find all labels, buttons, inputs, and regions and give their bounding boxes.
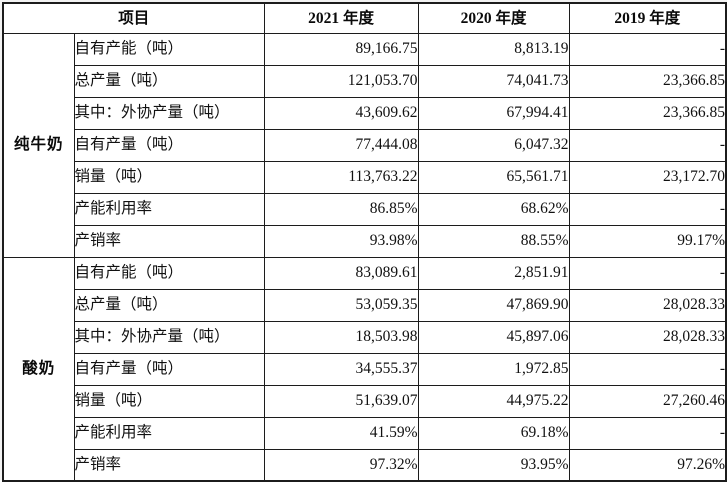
cell-value-2021: 53,059.35 bbox=[263, 288, 419, 322]
cell-value-2019: - bbox=[568, 256, 727, 290]
cell-value-2020: 68.62% bbox=[417, 192, 570, 226]
cell-value-2020: 93.95% bbox=[417, 448, 570, 482]
cell-value-2021: 18,503.98 bbox=[263, 320, 419, 354]
cell-value-2019: - bbox=[568, 352, 727, 386]
cell-value-2020: 65,561.71 bbox=[417, 160, 570, 194]
cell-value-2021: 86.85% bbox=[263, 192, 419, 226]
table-row: 自有产量（吨） 34,555.37 1,972.85 - bbox=[3, 352, 727, 386]
row-item-label: 自有产能（吨） bbox=[73, 32, 265, 66]
table-row: 产销率 93.98% 88.55% 99.17% bbox=[3, 224, 727, 258]
table-row: 产能利用率 41.59% 69.18% - bbox=[3, 416, 727, 450]
cell-value-2021: 34,555.37 bbox=[263, 352, 419, 386]
cell-value-2019: 28,028.33 bbox=[568, 320, 727, 354]
table-row: 其中：外协产量（吨） 43,609.62 67,994.41 23,366.85 bbox=[3, 96, 727, 130]
row-item-label: 销量（吨） bbox=[73, 384, 265, 418]
cell-value-2021: 97.32% bbox=[263, 448, 419, 482]
table-row: 纯牛奶 自有产能（吨） 89,166.75 8,813.19 - bbox=[2, 32, 727, 258]
cell-value-2021: 93.98% bbox=[263, 224, 419, 258]
cell-value-2019: - bbox=[568, 32, 727, 66]
cell-value-2020: 2,851.91 bbox=[417, 256, 570, 290]
table-row: 其中：外协产量（吨） 18,503.98 45,897.06 28,028.33 bbox=[3, 320, 727, 354]
header-year-2021: 2021 年度 bbox=[263, 2, 419, 34]
cell-value-2019: 23,366.85 bbox=[568, 64, 727, 98]
table-row: 产销率 97.32% 93.95% 97.26% bbox=[3, 448, 727, 482]
cell-value-2020: 88.55% bbox=[417, 224, 570, 258]
header-year-2019: 2019 年度 bbox=[568, 2, 727, 34]
cell-value-2021: 113,763.22 bbox=[263, 160, 419, 194]
cell-value-2021: 77,444.08 bbox=[263, 128, 419, 162]
cell-value-2021: 41.59% bbox=[263, 416, 419, 450]
cell-value-2019: 97.26% bbox=[568, 448, 727, 482]
cell-value-2020: 74,041.73 bbox=[417, 64, 570, 98]
cell-value-2020: 1,972.85 bbox=[417, 352, 570, 386]
cell-value-2019: - bbox=[568, 416, 727, 450]
cell-value-2019: 28,028.33 bbox=[568, 288, 727, 322]
cell-value-2019: 99.17% bbox=[568, 224, 727, 258]
cell-value-2021: 43,609.62 bbox=[263, 96, 419, 130]
cell-value-2020: 6,047.32 bbox=[417, 128, 570, 162]
row-item-label: 自有产能（吨） bbox=[73, 256, 265, 290]
cell-value-2019: - bbox=[568, 192, 727, 226]
table-row: 酸奶 自有产能（吨） 83,089.61 2,851.91 - bbox=[2, 256, 727, 482]
cell-value-2021: 89,166.75 bbox=[263, 32, 419, 66]
cell-value-2020: 47,869.90 bbox=[417, 288, 570, 322]
cell-value-2020: 69.18% bbox=[417, 416, 570, 450]
header-year-2020: 2020 年度 bbox=[417, 2, 570, 34]
row-item-label: 产销率 bbox=[73, 224, 265, 258]
group-label-pure-milk: 纯牛奶 bbox=[2, 32, 75, 258]
row-item-label: 自有产量（吨） bbox=[73, 352, 265, 386]
cell-value-2019: 27,260.46 bbox=[568, 384, 727, 418]
table-row: 总产量（吨） 121,053.70 74,041.73 23,366.85 bbox=[3, 64, 727, 98]
cell-value-2020: 44,975.22 bbox=[417, 384, 570, 418]
cell-value-2021: 51,639.07 bbox=[263, 384, 419, 418]
table-row: 销量（吨） 113,763.22 65,561.71 23,172.70 bbox=[3, 160, 727, 194]
cell-value-2021: 83,089.61 bbox=[263, 256, 419, 290]
cell-value-2020: 8,813.19 bbox=[417, 32, 570, 66]
cell-value-2020: 67,994.41 bbox=[417, 96, 570, 130]
row-item-label: 其中：外协产量（吨） bbox=[73, 320, 265, 354]
row-item-label: 总产量（吨） bbox=[73, 288, 265, 322]
cell-value-2019: 23,366.85 bbox=[568, 96, 727, 130]
row-item-label: 自有产量（吨） bbox=[73, 128, 265, 162]
table-header-row: 项目 2021 年度 2020 年度 2019 年度 bbox=[2, 2, 727, 34]
table-row: 销量（吨） 51,639.07 44,975.22 27,260.46 bbox=[3, 384, 727, 418]
row-item-label: 销量（吨） bbox=[73, 160, 265, 194]
row-item-label: 产销率 bbox=[73, 448, 265, 482]
cell-value-2019: 23,172.70 bbox=[568, 160, 727, 194]
row-item-label: 其中：外协产量（吨） bbox=[73, 96, 265, 130]
cell-value-2020: 45,897.06 bbox=[417, 320, 570, 354]
table-row: 自有产量（吨） 77,444.08 6,047.32 - bbox=[3, 128, 727, 162]
row-item-label: 产能利用率 bbox=[73, 192, 265, 226]
group-label-yogurt: 酸奶 bbox=[2, 256, 75, 482]
table-row: 产能利用率 86.85% 68.62% - bbox=[3, 192, 727, 226]
cell-value-2019: - bbox=[568, 128, 727, 162]
row-item-label: 总产量（吨） bbox=[73, 64, 265, 98]
cell-value-2021: 121,053.70 bbox=[263, 64, 419, 98]
header-item: 项目 bbox=[2, 2, 265, 34]
row-item-label: 产能利用率 bbox=[73, 416, 265, 450]
table-row: 总产量（吨） 53,059.35 47,869.90 28,028.33 bbox=[3, 288, 727, 322]
